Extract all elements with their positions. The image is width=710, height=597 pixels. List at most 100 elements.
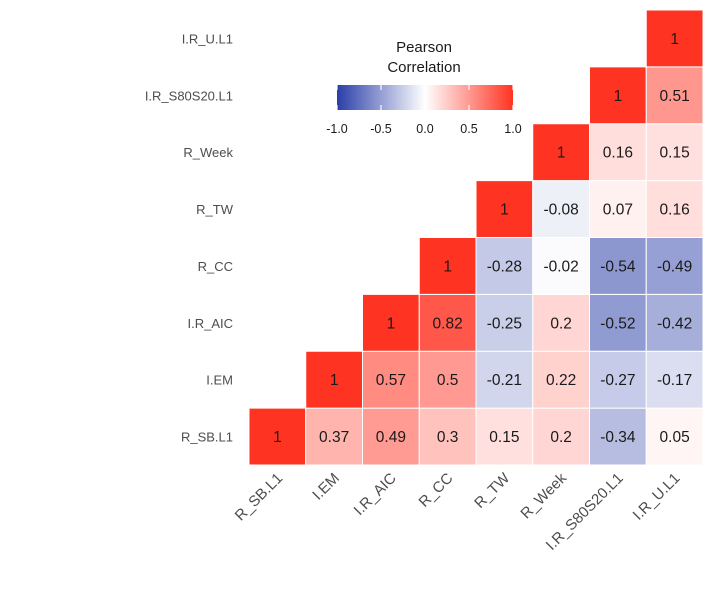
heatmap-cell-label: 0.15: [660, 145, 690, 162]
heatmap-cells: 1 0.37 0.49 0.3 0.15 0.2 -0.34 0.05 1 0.57 0.5 -0.2…: [248, 9, 704, 466]
color-legend: Pearson Correlation -1.0 -0.5 0.0 0.5 1.0: [326, 39, 522, 136]
heatmap-cell-rect: [305, 350, 363, 409]
heatmap-cell: -0.28: [475, 237, 534, 295]
heatmap-cell-rect: [645, 407, 704, 466]
heatmap-cell: 0.37: [305, 407, 363, 466]
heatmap-cell: -0.17: [645, 350, 704, 409]
heatmap-cell-rect: [645, 180, 704, 238]
heatmap-cell: -0.27: [589, 350, 647, 409]
heatmap-cell: 1: [645, 9, 704, 68]
heatmap-cell-rect: [589, 180, 647, 238]
x-tick-label: R_TW: [471, 469, 514, 512]
legend-tick-label: -0.5: [370, 122, 392, 136]
heatmap-cell-rect: [475, 350, 534, 409]
heatmap-cell: 0.05: [645, 407, 704, 466]
heatmap-cell-rect: [645, 350, 704, 409]
heatmap-cell-label: -0.08: [543, 202, 578, 219]
heatmap-cell: 0.5: [418, 350, 477, 409]
heatmap-cell-rect: [362, 293, 420, 352]
heatmap-cell-label: -0.34: [600, 429, 636, 446]
heatmap-cell-label: -0.02: [543, 258, 578, 275]
heatmap-cell: 0.51: [645, 66, 704, 125]
heatmap-cell-label: -0.27: [600, 372, 635, 389]
y-tick-label: R_SB.L1: [181, 430, 233, 445]
x-tick-label: I.R_U.L1: [630, 470, 684, 524]
y-tick-label: R_Week: [183, 145, 233, 160]
heatmap-cell-label: 1: [443, 258, 452, 275]
x-tick-label: R_CC: [416, 470, 457, 511]
heatmap-cell: -0.54: [589, 237, 647, 295]
heatmap-cell: 0.3: [418, 407, 477, 466]
heatmap-cell-label: 0.37: [319, 429, 349, 446]
legend-tick-label: 1.0: [504, 122, 521, 136]
heatmap-cell-label: 0.22: [546, 372, 576, 389]
heatmap-cell-label: 0.82: [433, 315, 463, 332]
heatmap-cell-rect: [305, 407, 363, 466]
heatmap-cell: 0.15: [645, 123, 704, 182]
x-tick-label: R_SB.L1: [232, 470, 286, 524]
heatmap-cell-rect: [362, 350, 420, 409]
heatmap-cell-rect: [645, 66, 704, 125]
heatmap-cell: -0.49: [645, 237, 704, 295]
heatmap-cell: -0.25: [475, 293, 534, 352]
heatmap-cell-label: 0.16: [660, 202, 690, 219]
heatmap-cell: -0.42: [645, 293, 704, 352]
heatmap-cell-label: 0.51: [660, 88, 690, 105]
heatmap-cell-rect: [532, 350, 590, 409]
heatmap-cell: 1: [305, 350, 363, 409]
y-tick-label: R_CC: [198, 259, 233, 274]
x-tick-label: R_Week: [517, 469, 570, 522]
y-tick-label: I.R_AIC: [187, 316, 233, 331]
heatmap-cell: -0.34: [589, 407, 647, 466]
heatmap-cell: -0.52: [589, 293, 647, 352]
x-tick-label: I.EM: [309, 470, 343, 504]
heatmap-cell-rect: [248, 407, 307, 466]
heatmap-cell: 0.57: [362, 350, 420, 409]
heatmap-cell-label: -0.17: [657, 372, 692, 389]
legend-title-line-1: Pearson: [396, 39, 452, 56]
heatmap-cell-label: -0.52: [600, 315, 635, 332]
heatmap-cell-label: 1: [614, 88, 623, 105]
heatmap-cell-label: -0.42: [657, 315, 692, 332]
heatmap-cell-label: 1: [330, 372, 339, 389]
heatmap-cell-label: -0.54: [600, 258, 636, 275]
heatmap-cell-rect: [645, 9, 704, 68]
heatmap-cell-label: 1: [273, 429, 282, 446]
heatmap-cell-label: 1: [557, 145, 566, 162]
heatmap-cell-rect: [645, 237, 704, 295]
heatmap-cell-label: -0.21: [487, 372, 522, 389]
heatmap-cell-rect: [645, 293, 704, 352]
heatmap-cell-rect: [589, 293, 647, 352]
heatmap-cell: 0.22: [532, 350, 590, 409]
legend-tick-label: 0.5: [460, 122, 477, 136]
heatmap-cell: 0.16: [589, 123, 647, 182]
heatmap-cell-rect: [532, 407, 590, 466]
heatmap-cell-label: 0.15: [489, 429, 519, 446]
heatmap-cell: 0.82: [418, 293, 477, 352]
x-tick-label: I.R_AIC: [351, 470, 400, 519]
heatmap-cell-label: 0.07: [603, 202, 633, 219]
heatmap-cell: 0.49: [362, 407, 420, 466]
heatmap-cell-rect: [532, 123, 590, 182]
heatmap-cell: 0.15: [475, 407, 534, 466]
heatmap-cell-rect: [475, 293, 534, 352]
legend-tick-label: 0.0: [416, 122, 433, 136]
heatmap-cell: 1: [589, 66, 647, 125]
heatmap-cell-label: -0.28: [487, 258, 522, 275]
heatmap-cell: 1: [248, 407, 307, 466]
heatmap-cell-rect: [418, 293, 477, 352]
heatmap-cell-label: -0.25: [487, 315, 522, 332]
y-tick-label: I.R_S80S20.L1: [145, 88, 233, 103]
heatmap-cell: 0.2: [532, 407, 590, 466]
heatmap-cell-label: 0.05: [660, 429, 690, 446]
heatmap-cell: 0.2: [532, 293, 590, 352]
heatmap-cell-label: 1: [387, 315, 396, 332]
heatmap-cell-rect: [589, 66, 647, 125]
heatmap-cell: -0.02: [532, 237, 590, 295]
heatmap-cell-rect: [475, 237, 534, 295]
heatmap-cell-label: 0.2: [550, 429, 572, 446]
heatmap-cell-rect: [589, 237, 647, 295]
heatmap-cell: 1: [475, 180, 534, 238]
y-tick-label: R_TW: [196, 202, 234, 217]
